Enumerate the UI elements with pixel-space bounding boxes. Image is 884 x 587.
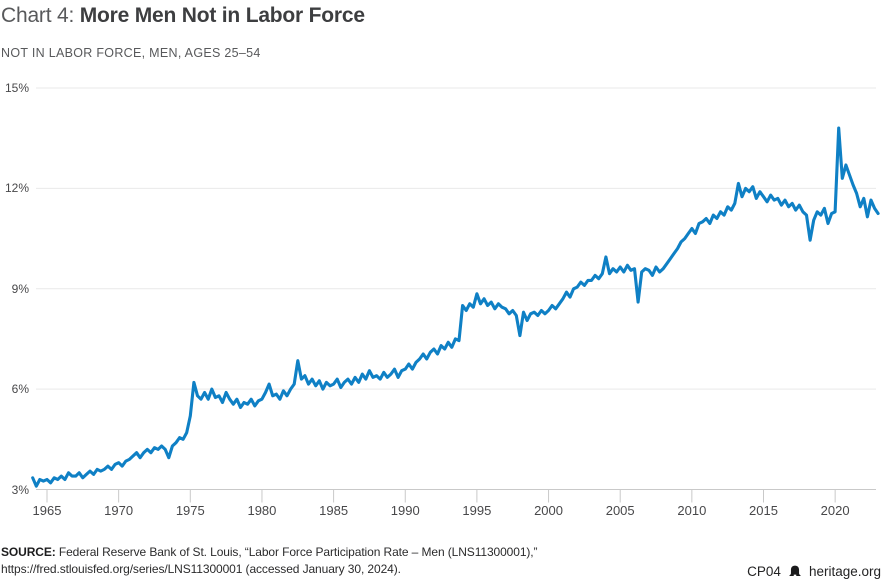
x-axis-label: 2005 (605, 503, 635, 518)
x-axis-label: 1980 (247, 503, 277, 518)
y-axis-label: 6% (11, 382, 29, 397)
y-axis-label: 15% (4, 81, 29, 95)
chart-subtitle: NOT IN LABOR FORCE, MEN, AGES 25–54 (1, 46, 261, 60)
brand-text: heritage.org (808, 564, 881, 579)
x-axis-label: 1995 (462, 503, 492, 518)
x-axis-label: 1975 (175, 503, 205, 518)
report-code: CP04 (747, 564, 781, 579)
x-axis-label: 1965 (32, 503, 62, 518)
x-axis-label: 2020 (820, 503, 850, 518)
chart-title-prefix: Chart 4: (1, 4, 80, 27)
x-axis-label: 1990 (390, 503, 420, 518)
data-line (31, 126, 880, 488)
source-line-1: SOURCE: Federal Reserve Bank of St. Loui… (1, 544, 538, 561)
source-note: SOURCE: Federal Reserve Bank of St. Loui… (1, 544, 538, 578)
chart-title-main: More Men Not in Labor Force (79, 4, 365, 27)
y-axis-label: 9% (11, 281, 29, 296)
y-axis-label: 3% (11, 482, 29, 497)
chart-title: Chart 4: More Men Not in Labor Force (1, 3, 365, 29)
y-axis-label: 12% (4, 181, 29, 196)
source-label: SOURCE: (1, 545, 56, 559)
x-axis-label: 1985 (319, 503, 349, 518)
source-line-2: https://fred.stlouisfed.org/series/LNS11… (1, 562, 401, 576)
heritage-bell-icon (789, 565, 801, 577)
x-axis-label: 2015 (749, 503, 778, 518)
x-axis-label: 2000 (534, 503, 563, 518)
x-axis-label: 2010 (677, 503, 707, 518)
chart-canvas (31, 87, 880, 503)
x-axis-label: 1970 (104, 503, 134, 518)
footer-brand: CP04 heritage.org (747, 564, 881, 579)
source-text-1: Federal Reserve Bank of St. Louis, “Labo… (55, 545, 538, 559)
